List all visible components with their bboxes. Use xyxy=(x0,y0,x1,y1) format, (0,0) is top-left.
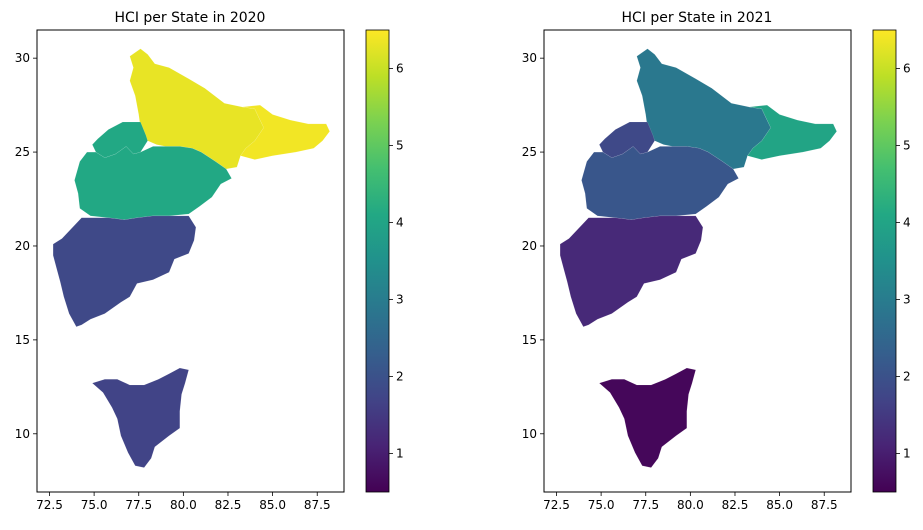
axes-frame xyxy=(36,29,345,493)
region-central xyxy=(581,146,739,220)
y-tick-label: 15 xyxy=(15,333,30,347)
y-tick-label: 25 xyxy=(15,145,30,159)
colorbar-tick-label: 2 xyxy=(903,370,911,384)
colorbar xyxy=(365,29,390,493)
region-center-west xyxy=(599,121,655,158)
region-south xyxy=(598,367,696,468)
colorbar-tick-label: 4 xyxy=(396,216,404,230)
colorbar-tick-label: 5 xyxy=(396,139,404,153)
x-tick-label: 82.5 xyxy=(722,498,749,512)
x-axis: 72.5 75.0 77.5 80.0 82.5 85.0 87.5 xyxy=(36,492,331,512)
colorbar-tick-label: 6 xyxy=(396,62,404,76)
colorbar-ticks: 1 2 3 4 5 6 xyxy=(389,62,404,461)
region-west xyxy=(52,215,197,327)
region-east xyxy=(240,104,330,160)
region-east xyxy=(747,104,837,160)
map-panel-2021: HCI per State in 2021 72.5 75.0 77.5 80.0 82… xyxy=(522,10,911,512)
y-tick-label: 10 xyxy=(522,427,537,441)
map-regions xyxy=(559,48,837,468)
y-axis: 10 15 20 25 30 xyxy=(15,51,37,441)
map-regions xyxy=(52,48,330,468)
x-tick-label: 80.0 xyxy=(170,498,197,512)
x-tick-label: 72.5 xyxy=(543,498,570,512)
colorbar-tick-label: 5 xyxy=(903,139,911,153)
y-tick-label: 25 xyxy=(522,145,537,159)
x-axis: 72.5 75.0 77.5 80.0 82.5 85.0 87.5 xyxy=(543,492,838,512)
y-tick-label: 20 xyxy=(15,239,30,253)
y-axis: 10 15 20 25 30 xyxy=(522,51,544,441)
colorbar-tick-label: 2 xyxy=(396,370,404,384)
colorbar-tick-label: 6 xyxy=(903,62,911,76)
x-tick-label: 80.0 xyxy=(677,498,704,512)
x-tick-label: 75.0 xyxy=(588,498,615,512)
x-tick-label: 87.5 xyxy=(304,498,331,512)
y-tick-label: 30 xyxy=(522,51,537,65)
colorbar-tick-label: 1 xyxy=(903,447,911,461)
x-tick-label: 85.0 xyxy=(766,498,793,512)
colorbar-ticks: 1 2 3 4 5 6 xyxy=(896,62,911,461)
region-center-west xyxy=(92,121,148,158)
x-tick-label: 77.5 xyxy=(125,498,152,512)
region-central xyxy=(74,146,232,220)
y-tick-label: 20 xyxy=(522,239,537,253)
colorbar-tick-label: 4 xyxy=(903,216,911,230)
x-tick-label: 82.5 xyxy=(215,498,242,512)
chart-title: HCI per State in 2020 xyxy=(115,10,266,26)
region-west xyxy=(559,215,704,327)
colorbar-tick-label: 1 xyxy=(396,447,404,461)
axes-frame xyxy=(543,29,852,493)
map-panel-2020: HCI per State in 2020 72.5 75.0 77.5 80.0 82… xyxy=(15,10,404,512)
y-tick-label: 30 xyxy=(15,51,30,65)
y-tick-label: 15 xyxy=(522,333,537,347)
x-tick-label: 85.0 xyxy=(259,498,286,512)
x-tick-label: 77.5 xyxy=(632,498,659,512)
colorbar-tick-label: 3 xyxy=(396,293,404,307)
colorbar-tick-label: 3 xyxy=(903,293,911,307)
chart-title: HCI per State in 2021 xyxy=(622,10,773,26)
colorbar xyxy=(872,29,897,493)
x-tick-label: 72.5 xyxy=(36,498,63,512)
x-tick-label: 75.0 xyxy=(81,498,108,512)
region-south xyxy=(91,367,189,468)
y-tick-label: 10 xyxy=(15,427,30,441)
x-tick-label: 87.5 xyxy=(811,498,838,512)
